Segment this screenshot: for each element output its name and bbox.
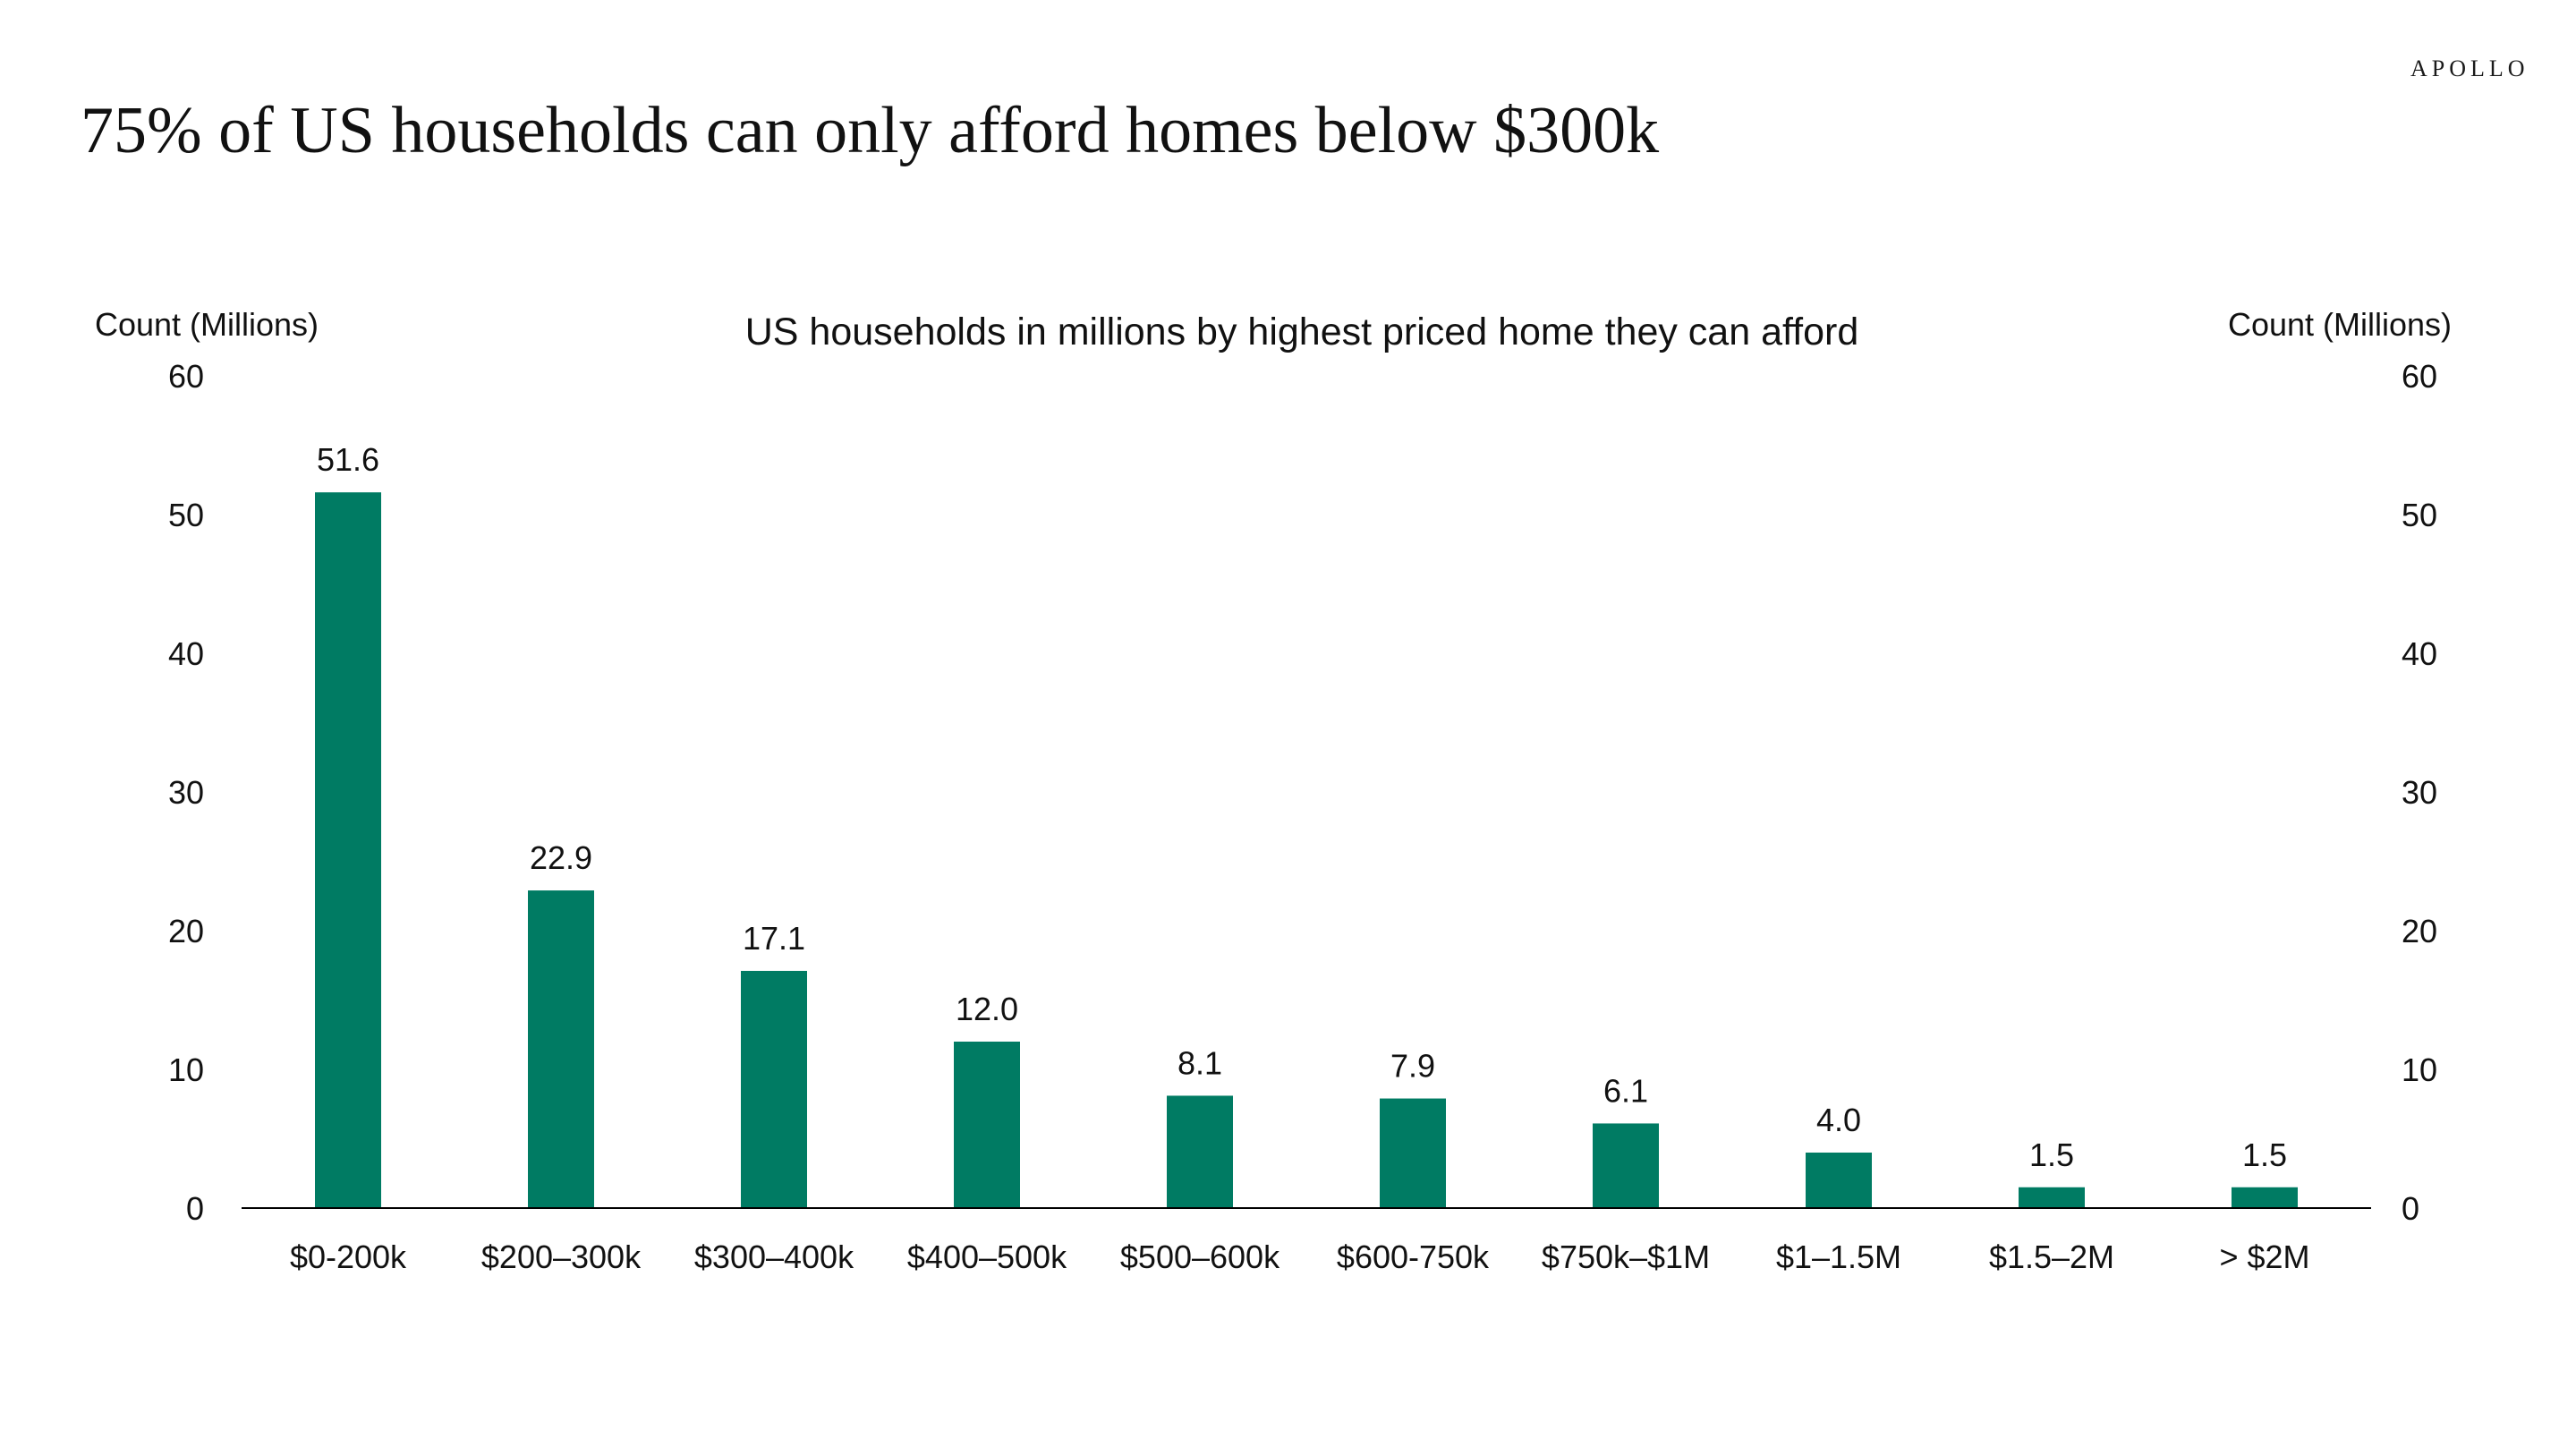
y-axis-label-right: Count (Millions) xyxy=(2228,306,2452,343)
y-tick-label-left: 40 xyxy=(168,635,204,672)
bar xyxy=(741,970,807,1208)
bar xyxy=(1380,1098,1446,1208)
bar xyxy=(2232,1187,2298,1208)
bar xyxy=(2019,1187,2085,1208)
y-tick-label-left: 60 xyxy=(168,358,204,395)
y-tick-label-right: 10 xyxy=(2402,1051,2437,1088)
x-tick-label: $400–500k xyxy=(907,1238,1067,1275)
y-tick-label-left: 10 xyxy=(168,1051,204,1088)
data-labels: 51.6 22.9 17.1 12.0 8.1 7.9 6.1 4.0 1.5 1.5 xyxy=(317,441,2287,1173)
y-axis-label-left: Count (Millions) xyxy=(95,306,319,343)
bar xyxy=(1593,1123,1659,1208)
bar xyxy=(315,492,381,1208)
bar-value-label: 6.1 xyxy=(1603,1072,1648,1109)
page-title: 75% of US households can only afford hom… xyxy=(81,94,1660,167)
bar-series xyxy=(315,492,2298,1208)
bar xyxy=(1806,1153,1872,1208)
y-tick-label-right: 0 xyxy=(2402,1190,2419,1227)
bar-value-label: 1.5 xyxy=(2242,1136,2287,1173)
y-tick-label-left: 30 xyxy=(168,774,204,811)
y-tick-label-right: 40 xyxy=(2402,635,2437,672)
bar-value-label: 4.0 xyxy=(1816,1102,1861,1138)
chart-title: US households in millions by highest pri… xyxy=(745,311,1859,353)
y-tick-label-right: 60 xyxy=(2402,358,2437,395)
y-tick-label-left: 50 xyxy=(168,497,204,533)
bar-value-label: 7.9 xyxy=(1390,1048,1435,1085)
bar-value-label: 12.0 xyxy=(956,991,1018,1027)
x-tick-label: $600-750k xyxy=(1337,1238,1490,1275)
brand-logo: APOLLO xyxy=(2410,55,2529,81)
bar-value-label: 51.6 xyxy=(317,441,379,478)
bar xyxy=(528,890,594,1208)
y-axis-right: 0 10 20 30 40 50 60 xyxy=(2402,358,2437,1227)
y-tick-label-right: 20 xyxy=(2402,913,2437,949)
bar-value-label: 1.5 xyxy=(2029,1136,2074,1173)
x-tick-label: $1–1.5M xyxy=(1776,1238,1901,1275)
bar-value-label: 17.1 xyxy=(743,920,805,957)
y-tick-label-right: 30 xyxy=(2402,774,2437,811)
x-tick-label: $200–300k xyxy=(481,1238,642,1275)
x-tick-label: $500–600k xyxy=(1120,1238,1280,1275)
bar xyxy=(1167,1095,1233,1208)
x-tick-label: $0-200k xyxy=(290,1238,407,1275)
x-axis: $0-200k $200–300k $300–400k $400–500k $500–6… xyxy=(290,1238,2310,1275)
x-tick-label: $300–400k xyxy=(694,1238,854,1275)
y-tick-label-left: 0 xyxy=(186,1190,204,1227)
x-tick-label: > $2M xyxy=(2219,1238,2309,1275)
bar-value-label: 8.1 xyxy=(1177,1044,1222,1081)
bar-value-label: 22.9 xyxy=(530,839,592,876)
y-axis-left: 0 10 20 30 40 50 60 xyxy=(168,358,204,1227)
x-tick-label: $750k–$1M xyxy=(1542,1238,1710,1275)
y-tick-label-left: 20 xyxy=(168,913,204,949)
y-tick-label-right: 50 xyxy=(2402,497,2437,533)
x-tick-label: $1.5–2M xyxy=(1989,1238,2114,1275)
bar xyxy=(954,1042,1020,1208)
